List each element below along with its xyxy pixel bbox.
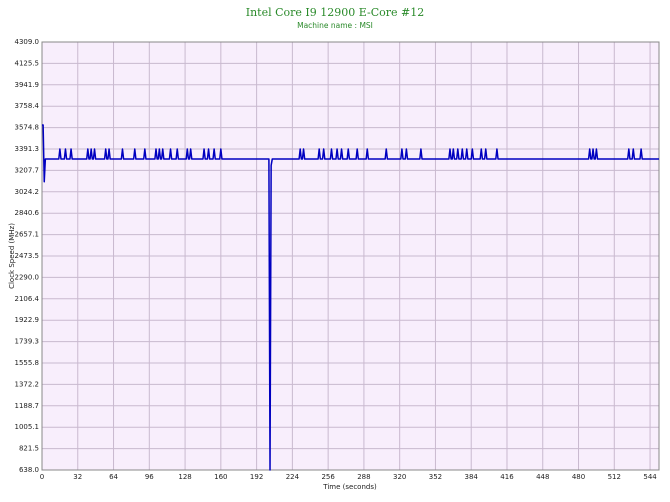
y-tick-label: 3207.7 bbox=[15, 166, 40, 174]
y-tick-label: 821.5 bbox=[19, 445, 39, 453]
x-tick-label: 352 bbox=[429, 473, 442, 481]
x-tick-label: 544 bbox=[643, 473, 657, 481]
y-tick-label: 3574.8 bbox=[15, 124, 40, 132]
y-tick-label: 2290.0 bbox=[15, 273, 40, 281]
y-tick-label: 2840.6 bbox=[15, 209, 40, 217]
x-tick-label: 512 bbox=[608, 473, 621, 481]
y-tick-label: 3024.2 bbox=[15, 188, 40, 196]
data-line bbox=[42, 124, 659, 471]
x-tick-label: 448 bbox=[536, 473, 549, 481]
x-tick-label: 416 bbox=[500, 473, 514, 481]
chart-subtitle: Machine name : MSI bbox=[297, 21, 373, 30]
x-axis-label: Time (seconds) bbox=[322, 483, 377, 491]
y-tick-label: 3941.9 bbox=[15, 81, 40, 89]
y-tick-label: 2473.5 bbox=[15, 252, 40, 260]
x-tick-label: 288 bbox=[357, 473, 370, 481]
x-tick-label: 480 bbox=[572, 473, 585, 481]
x-tick-label: 128 bbox=[178, 473, 191, 481]
x-tick-label: 224 bbox=[286, 473, 300, 481]
y-tick-label: 2657.1 bbox=[15, 231, 40, 239]
y-tick-label: 1922.9 bbox=[15, 316, 40, 324]
x-tick-label: 160 bbox=[214, 473, 227, 481]
y-tick-label: 1188.7 bbox=[15, 402, 40, 410]
y-tick-label: 1739.3 bbox=[15, 338, 40, 346]
y-tick-label: 4125.5 bbox=[15, 59, 40, 67]
x-tick-label: 64 bbox=[109, 473, 118, 481]
x-tick-label: 384 bbox=[465, 473, 479, 481]
x-tick-label: 320 bbox=[393, 473, 406, 481]
x-tick-label: 96 bbox=[145, 473, 154, 481]
x-tick-label: 256 bbox=[321, 473, 335, 481]
plot-border bbox=[41, 41, 660, 471]
x-tick-label: 32 bbox=[73, 473, 82, 481]
y-tick-label: 638.0 bbox=[19, 466, 39, 474]
y-tick-label: 1372.2 bbox=[15, 380, 40, 388]
y-tick-label: 1555.8 bbox=[15, 359, 40, 367]
y-tick-label: 3758.4 bbox=[15, 102, 40, 110]
y-tick-label: 2106.4 bbox=[15, 295, 40, 303]
x-tick-label: 0 bbox=[40, 473, 44, 481]
y-tick-label: 1005.1 bbox=[15, 423, 40, 431]
y-tick-label: 3391.3 bbox=[15, 145, 40, 153]
y-tick-label: 4309.0 bbox=[15, 38, 40, 46]
chart-title: Intel Core I9 12900 E-Core #12 bbox=[246, 6, 424, 19]
y-axis-label: Clock Speed (MHz) bbox=[8, 223, 16, 289]
x-tick-label: 192 bbox=[250, 473, 263, 481]
